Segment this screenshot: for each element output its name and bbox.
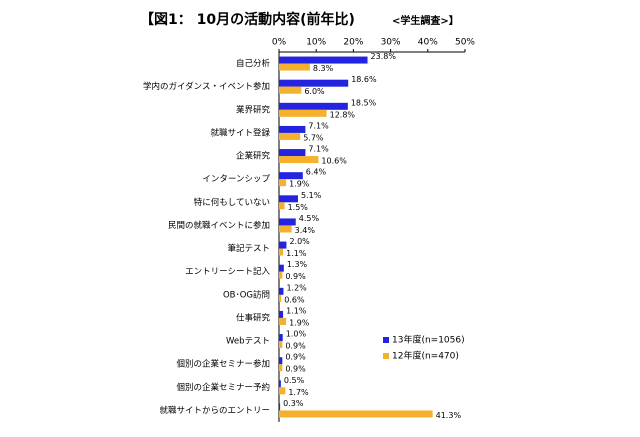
value-label: 0.9% — [285, 272, 306, 281]
value-label: 7.1% — [308, 145, 329, 154]
value-label: 6.0% — [304, 87, 325, 96]
chart-subtitle: <学生調査>】 — [392, 14, 459, 27]
value-label: 3.4% — [295, 226, 316, 235]
bar — [279, 202, 285, 210]
bar — [279, 56, 368, 64]
bar — [279, 102, 348, 110]
value-label: 1.2% — [286, 283, 307, 292]
bar — [279, 125, 306, 133]
bar — [279, 271, 283, 279]
bar — [279, 317, 287, 325]
value-label: 0.9% — [285, 342, 306, 351]
value-label: 5.1% — [301, 191, 322, 200]
bar — [279, 334, 283, 342]
x-tick-label: 0% — [272, 38, 287, 48]
bar — [279, 364, 283, 372]
bar — [279, 172, 303, 180]
category-label: OB･OG訪問 — [223, 289, 270, 300]
bar — [279, 149, 306, 157]
value-label: 10.6% — [321, 157, 347, 166]
value-label: 5.7% — [303, 133, 324, 142]
category-label: 特に何もしていない — [194, 197, 270, 208]
legend-swatch — [383, 337, 389, 343]
value-label: 7.1% — [308, 121, 329, 130]
value-label: 1.3% — [287, 260, 308, 269]
value-label: 6.4% — [306, 168, 327, 177]
bar — [279, 357, 283, 365]
value-label: 0.6% — [284, 295, 305, 304]
bar — [279, 79, 349, 87]
value-label: 2.0% — [289, 237, 310, 246]
bar — [279, 264, 284, 272]
value-label: 1.0% — [286, 330, 307, 339]
x-tick-label: 30% — [381, 38, 401, 48]
category-label: 企業研究 — [236, 151, 271, 162]
value-label: 0.5% — [284, 376, 305, 385]
category-label: 就職サイトからのエントリー — [159, 405, 270, 416]
bar — [279, 287, 284, 295]
bar — [279, 132, 301, 140]
category-label: 業界研究 — [236, 104, 271, 115]
legend-label: 13年度(n=1056) — [392, 334, 465, 346]
bar — [279, 248, 284, 256]
value-label: 1.9% — [289, 180, 310, 189]
value-label: 41.3% — [436, 411, 462, 420]
bar — [279, 310, 284, 318]
bar — [279, 195, 298, 203]
bar — [279, 241, 287, 249]
category-label: Webテスト — [226, 337, 270, 347]
chart-title: 【図1： 10月の活動内容(前年比) — [140, 11, 355, 28]
category-label: エントリーシート記入 — [185, 266, 270, 277]
bar — [279, 341, 283, 349]
legend-swatch — [383, 353, 389, 359]
category-label: 自己分析 — [236, 58, 271, 69]
legend-label: 12年度(n=470) — [392, 350, 459, 362]
value-label: 1.9% — [289, 318, 310, 327]
category-label: 民間の就職イベントに参加 — [168, 220, 270, 231]
category-label: 筆記テスト — [227, 243, 270, 254]
value-label: 1.1% — [286, 306, 307, 315]
x-tick-label: 40% — [418, 38, 438, 48]
category-label: 学内のガイダンス・イベント参加 — [143, 81, 270, 92]
bar — [279, 380, 281, 388]
value-label: 4.5% — [299, 214, 320, 223]
value-label: 1.7% — [288, 388, 309, 397]
bar — [279, 179, 287, 187]
bar — [279, 86, 302, 94]
x-tick-label: 50% — [455, 38, 475, 48]
x-tick-label: 20% — [343, 38, 363, 48]
value-label: 18.5% — [351, 98, 377, 107]
value-label: 8.3% — [313, 64, 334, 73]
bar — [279, 63, 310, 71]
bar — [279, 387, 286, 395]
value-label: 0.9% — [285, 353, 306, 362]
value-label: 0.9% — [285, 365, 306, 374]
category-label: 就職サイト登録 — [210, 127, 270, 138]
category-label: 仕事研究 — [236, 312, 271, 323]
category-label: 個別の企業セミナー参加 — [176, 359, 270, 370]
value-label: 12.8% — [330, 110, 356, 119]
bar — [279, 225, 292, 233]
bar — [279, 109, 327, 117]
category-label: インターンシップ — [202, 175, 270, 185]
value-label: 23.8% — [371, 52, 397, 61]
bar — [279, 410, 433, 418]
bar — [279, 156, 319, 164]
category-label: 個別の企業セミナー予約 — [176, 382, 270, 393]
value-label: 18.6% — [351, 75, 377, 84]
value-label: 1.5% — [288, 203, 309, 212]
x-tick-label: 10% — [306, 38, 326, 48]
value-label: 1.1% — [286, 249, 307, 258]
bar — [279, 294, 282, 302]
value-label: 0.3% — [283, 399, 304, 408]
bar — [279, 218, 296, 226]
bar — [279, 403, 281, 411]
